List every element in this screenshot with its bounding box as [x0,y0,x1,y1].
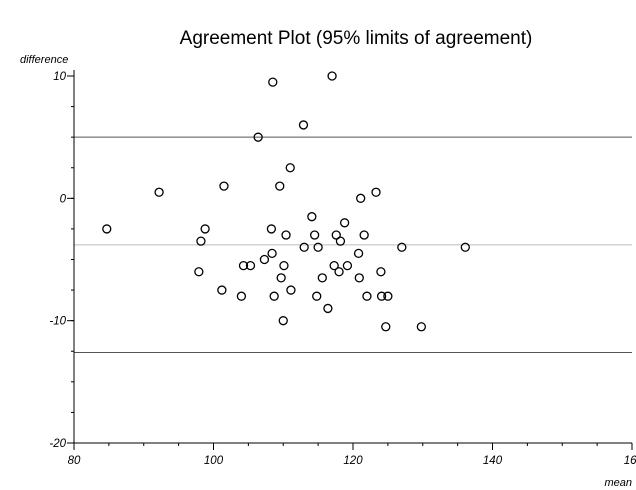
x-tick-label: 100 [204,455,224,467]
data-point [281,230,291,240]
data-point [269,291,279,301]
data-point [285,163,295,173]
data-point [154,187,164,197]
data-point [307,212,317,222]
data-point [253,132,263,142]
data-point [416,322,427,332]
data-point [362,291,372,301]
data-point [323,303,333,314]
data-point [342,260,353,271]
data-point [460,242,470,252]
data-point [356,193,366,203]
data-point [298,120,309,130]
x-axis-label: mean [604,477,632,489]
y-tick-label: -10 [49,316,66,328]
y-tick-label: 10 [53,71,66,83]
data-point [276,273,286,283]
data-point [299,242,309,252]
y-tick-label: 0 [60,193,67,205]
data-point [194,267,204,277]
data-point [339,218,350,228]
data-point [317,273,327,283]
data-point [397,242,407,252]
data-point [383,291,393,301]
data-point [376,291,387,301]
y-axis-label: difference [20,54,68,66]
data-point [359,230,369,240]
data-point [371,187,381,197]
data-point [219,181,229,191]
y-tick-label: -20 [49,438,66,450]
data-point [196,236,206,246]
axes [73,70,632,444]
data-point [331,230,341,240]
data-point [267,248,277,259]
x-tick-label: 120 [343,455,363,467]
data-point [334,267,344,277]
data-point [376,267,386,277]
x-tick-label: 140 [483,455,503,467]
data-point [329,260,339,271]
data-point [313,242,323,252]
data-point [275,181,285,191]
data-point [353,248,364,259]
data-point [335,236,346,246]
data-point [381,322,391,332]
reference-lines [74,136,632,353]
data-point [286,285,296,295]
data-point [354,273,364,283]
data-point [236,291,247,301]
data-point [266,224,277,234]
data-point [259,254,270,265]
chart-title: Agreement Plot (95% limits of agreement) [180,28,533,49]
data-point [312,291,322,301]
data-point [238,260,249,271]
data-point [327,71,337,81]
data-points [102,71,470,332]
data-point [245,260,256,271]
data-point [200,224,210,234]
data-point [278,316,288,326]
x-tick-label: 80 [68,455,81,467]
data-point [279,260,289,271]
x-tick-label: 16( [624,455,636,467]
ticks: -20 -10 0 10 80 100 120 140 16( [49,71,636,467]
data-point [102,224,112,234]
data-point [268,77,278,87]
data-point [309,230,320,240]
data-point [217,285,227,295]
